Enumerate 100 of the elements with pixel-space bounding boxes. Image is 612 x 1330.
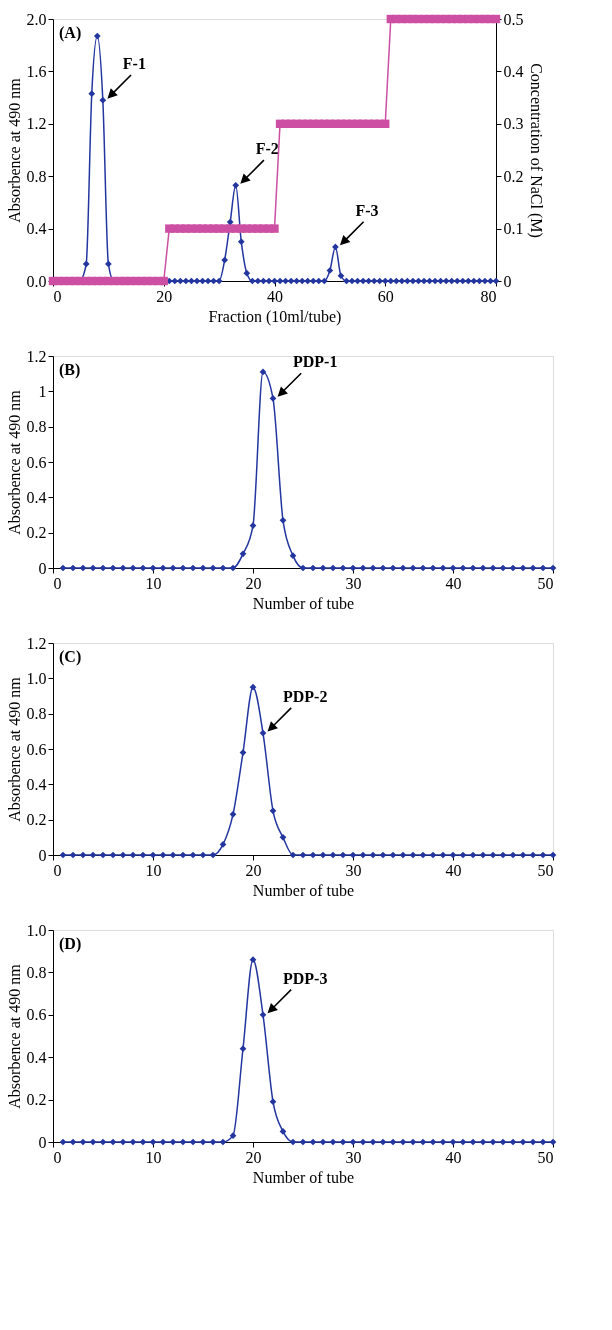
point [339,564,347,572]
point [329,564,337,572]
x-axis-title: Number of tube [252,881,355,899]
point [109,564,117,572]
annotation: (B) [59,361,81,379]
point [139,1138,147,1146]
point [269,807,277,815]
point [169,851,177,859]
point [449,1138,457,1146]
point [199,851,207,859]
annotation: F-2 [255,140,279,158]
point [529,564,537,572]
y2-axis-title: Concentration of NaCl (M) [526,63,545,238]
annotation: PDP-2 [283,688,328,706]
point [149,564,157,572]
y-tick-label: 1 [38,382,47,400]
annotation: (A) [59,24,82,42]
y-tick-label: 0 [38,559,47,577]
y-tick-label: 0.0 [26,272,47,290]
point [499,851,507,859]
point [399,851,407,859]
point [369,564,377,572]
point [309,851,317,859]
point [379,1138,387,1146]
point [439,1138,447,1146]
point [239,550,247,558]
y-tick-label: 0.2 [26,1091,47,1109]
point [429,851,437,859]
point [309,1138,317,1146]
point [129,1138,137,1146]
point [199,1138,207,1146]
point [499,1138,507,1146]
point [509,564,517,572]
y-tick-label: 1.2 [26,115,47,133]
point [329,851,337,859]
point [189,851,197,859]
x-tick-label: 0 [53,574,62,592]
point [139,851,147,859]
x-tick-label: 20 [156,287,173,305]
point [259,1011,267,1019]
point [319,1138,327,1146]
point [109,851,117,859]
point [59,1138,67,1146]
point [509,1138,517,1146]
point [339,851,347,859]
point [179,1138,187,1146]
point [69,564,77,572]
point [519,851,527,859]
x-tick-label: 10 [145,574,162,592]
y-tick-label: 1.0 [26,669,47,687]
point [529,1138,537,1146]
point [259,729,267,737]
y-tick-label: 0 [38,846,47,864]
point [79,564,87,572]
y-tick-label: 1.2 [26,347,47,365]
y-tick-label: 0.4 [26,775,47,793]
point [159,851,167,859]
point [369,1138,377,1146]
x-tick-label: 40 [267,287,283,305]
y-tick-label: 0.8 [26,705,47,723]
point [359,564,367,572]
point [209,851,217,859]
point [349,564,357,572]
point [119,851,127,859]
point [299,564,307,572]
point [459,564,467,572]
point [239,1045,247,1053]
point [489,851,497,859]
point [459,851,467,859]
point [449,564,457,572]
point [259,368,267,376]
y-tick-label: 0.8 [26,418,47,436]
x-tick-label: 30 [345,861,362,879]
point [399,564,407,572]
annotation: PDP-3 [283,969,328,987]
point [379,851,387,859]
point [419,1138,427,1146]
point [359,851,367,859]
point [289,851,297,859]
point [539,1138,547,1146]
point [159,1138,167,1146]
y-axis-title: Absorbence at 490 nm [5,676,23,822]
point [129,564,137,572]
point [89,851,97,859]
x-tick-label: 40 [445,861,462,879]
y-tick-label: 2.0 [26,10,47,28]
y-tick-label: 0.8 [26,167,47,185]
point [359,1138,367,1146]
annotation: F-1 [122,55,146,73]
point [59,851,67,859]
x-tick-label: 80 [480,287,497,305]
point [509,851,517,859]
x-tick-label: 10 [145,861,162,879]
x-tick-label: 0 [53,1148,62,1166]
point [399,1138,407,1146]
point [469,851,477,859]
point [469,564,477,572]
point [69,851,77,859]
point [519,564,527,572]
x-tick-label: 50 [537,861,554,879]
